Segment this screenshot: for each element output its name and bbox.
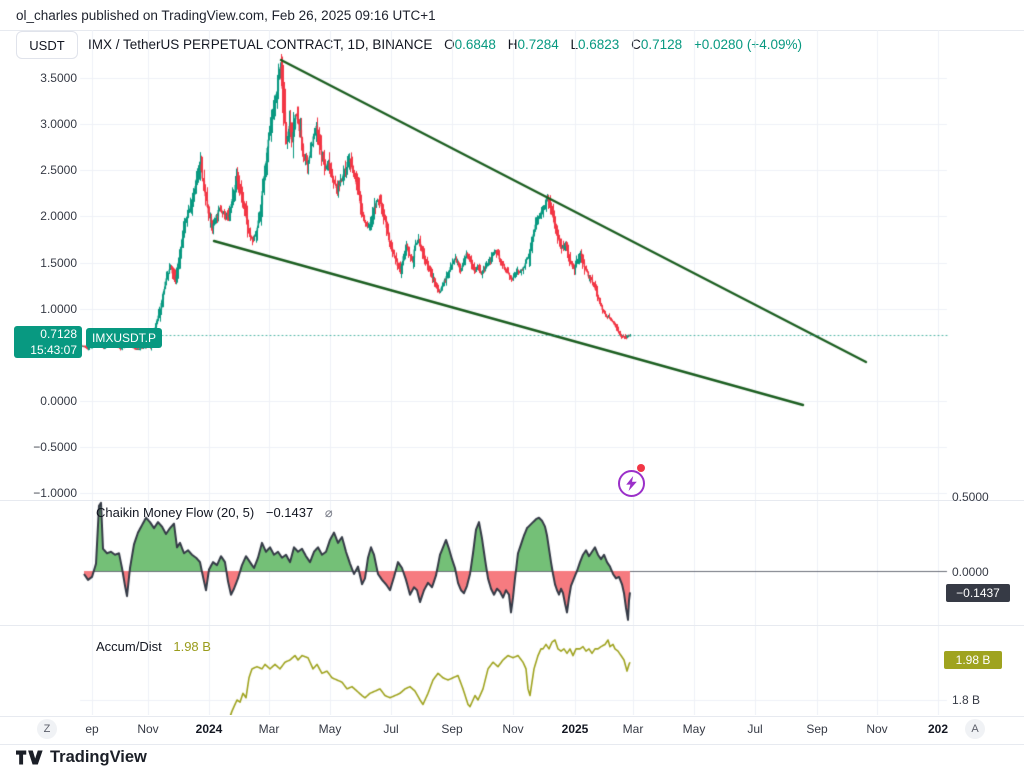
time-scale-tick: Nov	[866, 722, 888, 736]
time-scale-tick: 202	[927, 722, 949, 736]
symbol-label-badge: IMXUSDT.P	[86, 328, 162, 348]
lightning-bolt-glyph	[626, 476, 637, 491]
countdown-timer: 15:43:07	[30, 343, 77, 357]
notification-dot	[637, 464, 645, 472]
accum-value-badge: 1.98 B	[944, 651, 1002, 669]
price-scale-tick: −0.5000	[33, 440, 77, 455]
lightning-icon[interactable]	[618, 470, 645, 497]
time-axis-border	[0, 716, 1024, 717]
tradingview-logo-icon[interactable]	[16, 750, 43, 766]
cmf-value-badge: −0.1437	[946, 584, 1010, 602]
cmf-title: Chaikin Money Flow (20, 5)	[96, 505, 255, 520]
brand-name[interactable]: TradingView	[50, 748, 147, 766]
time-scale-tick: ep	[85, 722, 99, 736]
price-scale-tick: 3.5000	[40, 71, 77, 85]
footer: TradingView	[16, 748, 147, 767]
published-line: ol_charles published on TradingView.com,…	[16, 8, 436, 23]
accum-legend: Accum/Dist 1.98 B	[96, 639, 211, 654]
price-scale-tick: 3.0000	[40, 117, 77, 132]
pane-separator	[0, 500, 1024, 501]
cmf-pane-canvas[interactable]	[0, 500, 1024, 625]
time-scale-tick: Jul	[383, 722, 399, 736]
cmf-scale-tick: 0.0000	[952, 565, 989, 579]
auto-scale-a-button[interactable]: A	[965, 719, 985, 739]
last-price-badge: 0.7128 15:43:07	[14, 326, 82, 358]
empty-value-icon: ⌀	[324, 505, 333, 520]
accum-title: Accum/Dist	[96, 639, 162, 654]
time-scale-tick: 2024	[195, 722, 223, 736]
last-price-value: 0.7128	[40, 327, 77, 341]
timezone-z-button[interactable]: Z	[37, 719, 57, 739]
time-scale-tick: May	[682, 722, 706, 736]
time-scale-tick: Jul	[747, 722, 763, 736]
price-scale-tick: 1.5000	[40, 255, 77, 270]
price-scale-tick: 2.5000	[40, 163, 77, 178]
accum-scale-tick: 1.8 B	[952, 693, 981, 707]
time-scale-tick: Mar	[258, 722, 280, 736]
time-scale-tick: Mar	[622, 722, 644, 736]
price-scale-tick: −1.0000	[33, 486, 77, 501]
price-pane-canvas[interactable]	[0, 30, 1024, 500]
price-scale-tick: 2.0000	[40, 209, 77, 224]
accum-value: 1.98 B	[173, 639, 211, 654]
cmf-legend: Chaikin Money Flow (20, 5) −0.1437 ⌀	[96, 505, 333, 521]
accum-pane-canvas[interactable]	[0, 625, 1024, 715]
price-scale-tick: 1.0000	[40, 301, 77, 316]
time-scale-tick: Sep	[806, 722, 828, 736]
price-scale-tick: 0.0000	[40, 394, 77, 408]
time-scale-tick: 2025	[561, 722, 589, 736]
footer-border	[0, 744, 1024, 745]
time-scale-tick: May	[318, 722, 342, 736]
time-scale-tick: Nov	[137, 722, 159, 736]
cmf-scale-tick: 0.5000	[952, 490, 989, 504]
time-scale-tick: Nov	[502, 722, 524, 736]
cmf-value: −0.1437	[265, 505, 314, 520]
pane-separator	[0, 625, 1024, 626]
time-scale-tick: Sep	[441, 722, 463, 736]
